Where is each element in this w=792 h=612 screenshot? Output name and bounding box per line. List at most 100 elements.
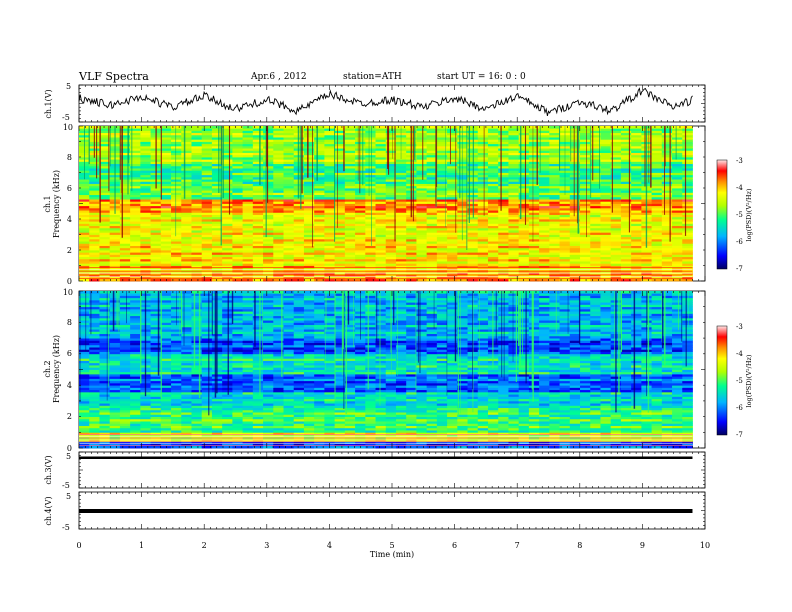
spectrogram-cell	[171, 247, 182, 251]
spectrogram-cell	[682, 432, 693, 435]
spectrogram-cell	[242, 205, 254, 209]
spectrogram-cell	[682, 179, 693, 182]
spectrogram-cell	[344, 145, 356, 149]
spectrogram-cell	[232, 159, 243, 162]
spectrogram-cell	[273, 201, 284, 204]
spectrogram-cell	[600, 185, 612, 189]
spectrogram-cell	[99, 196, 111, 200]
spectrogram-cell	[263, 192, 274, 196]
spectrogram-cell	[672, 190, 683, 193]
spectrogram-cell	[334, 216, 346, 220]
spectrogram-cell	[600, 254, 612, 258]
spectrogram-cell	[119, 163, 131, 167]
spectrogram-cell	[160, 254, 172, 258]
spectrogram-cell	[242, 245, 254, 249]
spectrogram-cell	[89, 430, 100, 433]
spectrogram-cell	[580, 278, 591, 282]
spectrogram-cell	[651, 185, 663, 189]
spectrogram-cell	[130, 207, 141, 211]
spectrogram-cell	[334, 145, 346, 149]
spectrogram-cell	[99, 227, 111, 231]
spectrogram-cell	[222, 170, 233, 173]
spectrogram-cell	[140, 203, 151, 207]
spectrogram-cell	[222, 223, 233, 227]
spectrogram-cell	[171, 199, 182, 202]
spectrogram-cell	[171, 192, 182, 196]
spectrogram-cell	[426, 247, 438, 251]
spectrogram-cell	[395, 199, 407, 202]
spectrogram-cell	[672, 216, 683, 220]
spectrogram-cell	[171, 423, 182, 426]
spectrogram-cell	[600, 141, 612, 145]
spectrogram-cell	[191, 126, 203, 129]
spectrogram-cell	[631, 245, 642, 249]
spectrogram-cell	[590, 130, 601, 134]
spectrogram-cell	[171, 174, 182, 178]
spectrogram-cell	[314, 126, 325, 129]
spectrogram-cell	[672, 126, 683, 129]
spectrogram-cell	[201, 278, 213, 282]
spectrogram-cell	[273, 256, 284, 260]
spectrogram-cell	[201, 212, 213, 215]
spectrogram-cell	[549, 439, 560, 442]
spectrogram-cell	[436, 190, 448, 193]
spectrogram-cell	[324, 154, 336, 158]
spectrogram-cell	[528, 143, 540, 147]
spectrogram-cell	[528, 441, 540, 444]
spectrogram-cell	[293, 201, 305, 204]
spectrogram-cell	[569, 227, 581, 231]
spectrogram-cell	[303, 434, 315, 438]
spectrogram-cell	[160, 263, 172, 266]
spectrogram-cell	[559, 256, 571, 260]
spectrogram-cell	[130, 441, 141, 444]
spectrogram-cell	[518, 139, 530, 142]
spectrogram-cell	[436, 165, 448, 169]
spectrogram-cell	[549, 179, 560, 182]
spectrogram-cell	[324, 201, 336, 204]
spectrogram-cell	[610, 174, 622, 178]
spectrogram-cell	[273, 445, 284, 449]
spectrogram-cell	[324, 274, 336, 277]
spectrogram-cell	[447, 128, 458, 131]
spectrogram-cell	[477, 427, 489, 431]
spectrogram-cell	[580, 174, 591, 178]
spectrogram-cell	[487, 132, 499, 136]
spectrogram-cell	[508, 170, 520, 173]
spectrogram-cell	[334, 185, 346, 189]
spectrogram-cell	[334, 154, 346, 158]
spectrogram-cell	[559, 441, 571, 444]
spectrogram-cell	[508, 199, 520, 202]
spectrogram-cell	[651, 216, 663, 220]
spectrogram-cell	[508, 194, 520, 198]
spectrogram-cell	[344, 161, 356, 165]
spectrogram-cell	[263, 441, 274, 444]
spectrogram-cell	[263, 134, 274, 138]
spectrogram-cell	[211, 263, 223, 266]
spectrogram-cell	[528, 126, 540, 129]
spectrogram-cell	[631, 236, 642, 240]
spectrogram-cell	[334, 194, 346, 198]
spectrogram-cell	[355, 254, 366, 258]
spectrogram-cell	[416, 274, 428, 277]
spectrogram-cell	[99, 225, 111, 229]
spectrogram-cell	[252, 205, 264, 209]
spectrogram-cell	[457, 128, 468, 131]
spectrogram-cell	[661, 241, 673, 244]
spectrogram-cell	[528, 250, 540, 253]
spectrogram-cell	[314, 430, 325, 433]
spectrogram-cell	[109, 214, 121, 218]
spectrogram-cell	[508, 181, 520, 184]
spectrogram-cell	[600, 214, 612, 218]
spectrogram-cell	[518, 170, 530, 173]
spectrogram-cell	[426, 170, 438, 173]
spectrogram-cell	[140, 441, 151, 444]
spectrogram-cell	[620, 234, 632, 238]
spectrogram-cell	[600, 196, 612, 200]
spectrogram-cell	[487, 165, 499, 169]
spectrogram-cell	[528, 434, 540, 438]
spectrogram-cell	[559, 234, 571, 238]
spectrogram-cell	[600, 230, 612, 233]
spectrogram-cell	[314, 250, 325, 253]
spectrogram-cell	[181, 443, 192, 447]
spectrogram-cell	[181, 434, 192, 438]
